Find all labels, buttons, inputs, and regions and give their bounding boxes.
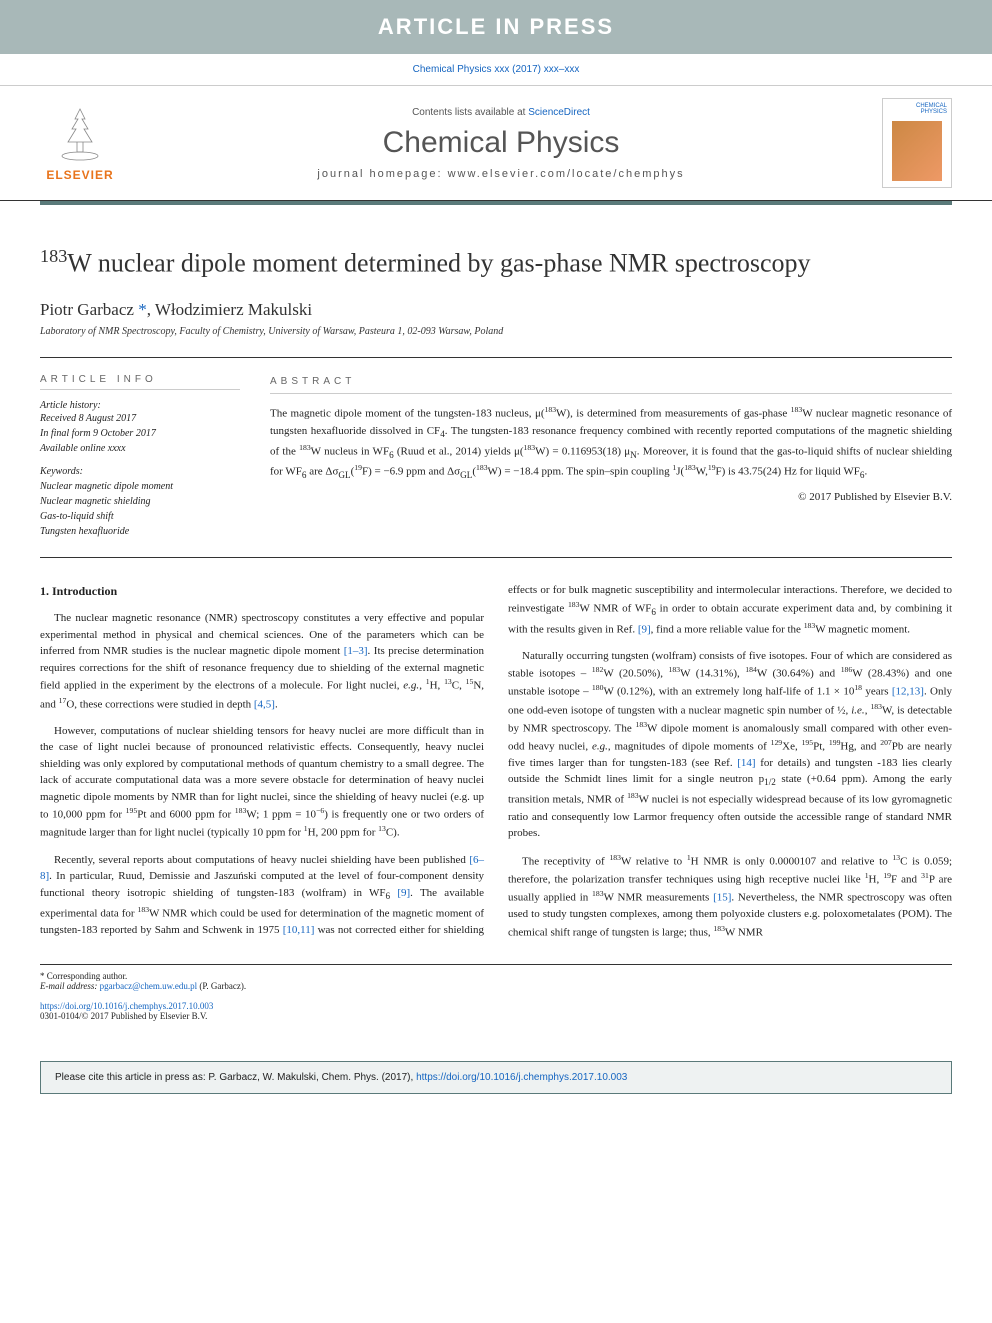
abstract: ABSTRACT The magnetic dipole moment of t… bbox=[270, 374, 952, 541]
sciencedirect-link[interactable]: ScienceDirect bbox=[528, 107, 590, 118]
bottom-doi: https://doi.org/10.1016/j.chemphys.2017.… bbox=[40, 1001, 952, 1021]
homepage-url[interactable]: www.elsevier.com/locate/chemphys bbox=[448, 168, 685, 180]
email-line: E-mail address: pgarbacz@chem.uw.edu.pl … bbox=[40, 981, 952, 991]
corresponding-author: * Corresponding author. bbox=[40, 971, 952, 981]
journal-header: ELSEVIER Contents lists available at Sci… bbox=[0, 85, 992, 201]
article-title: 183W nuclear dipole moment determined by… bbox=[40, 245, 952, 280]
keyword: Nuclear magnetic shielding bbox=[40, 496, 240, 507]
info-abstract-row: ARTICLE INFO Article history: Received 8… bbox=[40, 357, 952, 558]
body-text: 1. Introduction The nuclear magnetic res… bbox=[40, 582, 952, 944]
cover-label-2: PHYSICS bbox=[887, 109, 947, 115]
contents-prefix: Contents lists available at bbox=[412, 107, 528, 118]
abstract-label: ABSTRACT bbox=[270, 374, 952, 394]
paragraph: The nuclear magnetic resonance (NMR) spe… bbox=[40, 610, 484, 712]
keyword: Tungsten hexafluoride bbox=[40, 526, 240, 537]
elsevier-label: ELSEVIER bbox=[46, 168, 113, 182]
keyword: Gas-to-liquid shift bbox=[40, 511, 240, 522]
abstract-text: The magnetic dipole moment of the tungst… bbox=[270, 404, 952, 482]
section-heading: 1. Introduction bbox=[40, 582, 484, 600]
keywords-head: Keywords: bbox=[40, 466, 240, 477]
article-content: 183W nuclear dipole moment determined by… bbox=[0, 205, 992, 1041]
history-line: Received 8 August 2017 bbox=[40, 413, 240, 424]
info-label: ARTICLE INFO bbox=[40, 374, 240, 390]
authors: Piotr Garbacz *, Włodzimierz Makulski bbox=[40, 300, 952, 320]
journal-name: Chemical Physics bbox=[140, 126, 862, 160]
journal-homepage: journal homepage: www.elsevier.com/locat… bbox=[140, 168, 862, 180]
in-press-banner: ARTICLE IN PRESS bbox=[0, 0, 992, 54]
history-line: In final form 9 October 2017 bbox=[40, 428, 240, 439]
email-label: E-mail address: bbox=[40, 981, 100, 991]
doi-link[interactable]: https://doi.org/10.1016/j.chemphys.2017.… bbox=[40, 1001, 213, 1011]
doi-header: Chemical Physics xxx (2017) xxx–xxx bbox=[0, 54, 992, 85]
journal-cover[interactable]: CHEMICAL PHYSICS bbox=[882, 98, 952, 188]
email-link[interactable]: pgarbacz@chem.uw.edu.pl bbox=[100, 981, 197, 991]
history-head: Article history: bbox=[40, 400, 240, 411]
cite-box: Please cite this article in press as: P.… bbox=[40, 1061, 952, 1094]
keyword: Nuclear magnetic dipole moment bbox=[40, 481, 240, 492]
article-info: ARTICLE INFO Article history: Received 8… bbox=[40, 374, 240, 541]
footnotes: * Corresponding author. E-mail address: … bbox=[40, 964, 952, 1021]
abstract-copyright: © 2017 Published by Elsevier B.V. bbox=[270, 489, 952, 506]
journal-center: Contents lists available at ScienceDirec… bbox=[140, 107, 862, 180]
cover-thumbnail bbox=[892, 121, 942, 181]
paragraph: However, computations of nuclear shieldi… bbox=[40, 723, 484, 842]
affiliation: Laboratory of NMR Spectroscopy, Faculty … bbox=[40, 326, 952, 337]
paragraph: The receptivity of 183W relative to 1H N… bbox=[508, 852, 952, 941]
paragraph: Naturally occurring tungsten (wolfram) c… bbox=[508, 648, 952, 842]
elsevier-logo[interactable]: ELSEVIER bbox=[40, 98, 120, 188]
email-name: (P. Garbacz). bbox=[197, 981, 246, 991]
homepage-prefix: journal homepage: bbox=[317, 168, 447, 180]
tree-icon bbox=[50, 104, 110, 164]
history-line: Available online xxxx bbox=[40, 443, 240, 454]
issn-line: 0301-0104/© 2017 Published by Elsevier B… bbox=[40, 1011, 207, 1021]
contents-line: Contents lists available at ScienceDirec… bbox=[140, 107, 862, 118]
